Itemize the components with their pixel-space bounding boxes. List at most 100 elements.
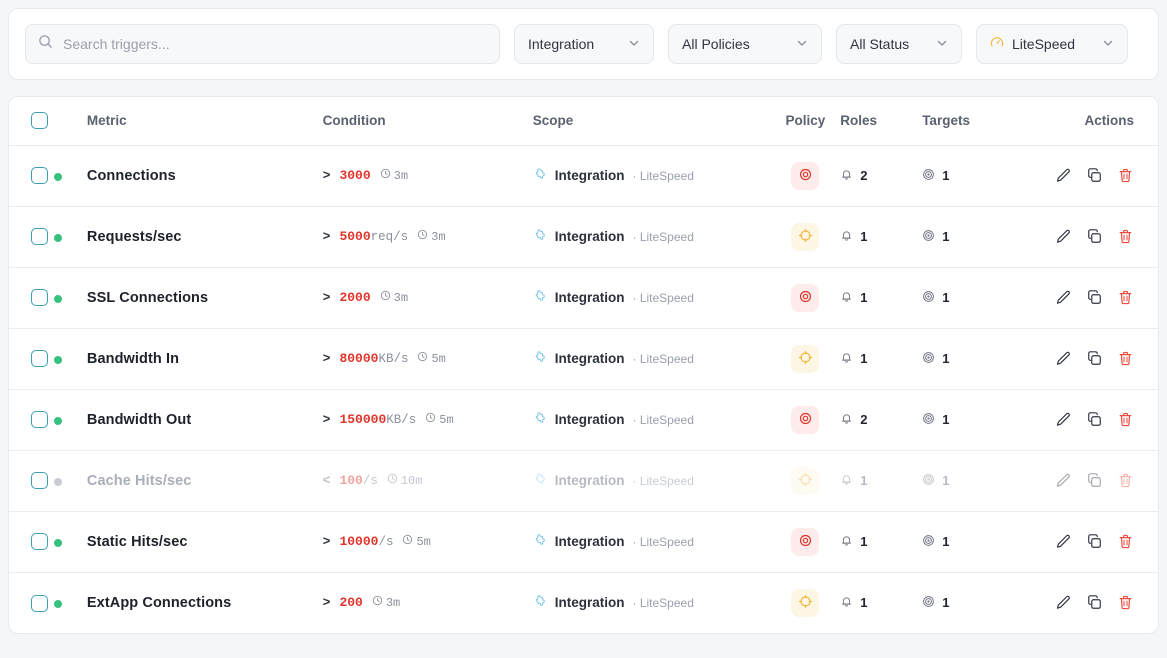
duplicate-icon[interactable]	[1086, 472, 1103, 489]
filter-policies[interactable]: All Policies	[668, 24, 822, 64]
column-header-roles[interactable]: Roles	[840, 97, 923, 146]
policy-severity-badge[interactable]	[791, 405, 820, 434]
delete-trash-icon[interactable]	[1117, 594, 1134, 611]
condition-duration: 3m	[417, 229, 446, 244]
duplicate-icon[interactable]	[1086, 533, 1103, 550]
delete-trash-icon[interactable]	[1117, 289, 1134, 306]
policy-severity-badge[interactable]	[791, 588, 820, 617]
row-checkbox[interactable]	[31, 472, 48, 490]
targets-count: 1	[942, 534, 950, 549]
column-header-scope[interactable]: Scope	[532, 97, 771, 146]
puzzle-piece-icon	[533, 289, 547, 306]
duplicate-icon[interactable]	[1086, 594, 1103, 611]
delete-trash-icon[interactable]	[1117, 167, 1134, 184]
delete-trash-icon[interactable]	[1117, 411, 1134, 428]
puzzle-piece-icon	[533, 533, 547, 550]
edit-pencil-icon[interactable]	[1055, 350, 1072, 367]
row-checkbox[interactable]	[31, 350, 48, 368]
metric-cell: Requests/sec	[86, 206, 323, 268]
row-checkbox[interactable]	[31, 289, 48, 307]
duplicate-icon[interactable]	[1086, 411, 1103, 428]
table-row[interactable]: Connections > 3000 3m Integration · Lite…	[9, 145, 1158, 207]
table-row[interactable]: Static Hits/sec > 10000 /s 5m Integratio…	[9, 511, 1158, 573]
roles-cell: 1	[840, 572, 922, 633]
column-header-condition[interactable]: Condition	[322, 97, 533, 146]
status-dot	[54, 233, 63, 242]
duplicate-icon[interactable]	[1086, 289, 1103, 306]
policy-severity-badge[interactable]	[791, 344, 820, 373]
scope-detail: · LiteSpeed	[632, 351, 694, 366]
edit-pencil-icon[interactable]	[1055, 289, 1072, 306]
row-checkbox[interactable]	[31, 533, 48, 551]
clock-icon	[402, 534, 413, 549]
condition-operator: >	[322, 595, 331, 611]
row-checkbox[interactable]	[31, 167, 48, 185]
filter-status[interactable]: All Status	[836, 24, 962, 64]
delete-trash-icon[interactable]	[1117, 350, 1134, 367]
search-input[interactable]: Search triggers...	[25, 24, 500, 64]
edit-pencil-icon[interactable]	[1055, 167, 1072, 184]
targets-cell: 1	[922, 267, 1035, 329]
duplicate-icon[interactable]	[1086, 228, 1103, 245]
table-row[interactable]: SSL Connections > 2000 3m Integration · …	[9, 267, 1158, 329]
table-row[interactable]: Requests/sec > 5000 req/s 3m Integration…	[9, 206, 1158, 268]
puzzle-piece-icon	[533, 472, 547, 489]
condition-operator: >	[322, 290, 331, 305]
target-icon	[922, 473, 935, 489]
table-row[interactable]: Bandwidth In > 80000 KB/s 5m Integration…	[9, 328, 1158, 390]
table-row[interactable]: Bandwidth Out > 150000 KB/s 5m Integrati…	[9, 389, 1158, 451]
metric-name: Connections	[86, 168, 176, 184]
delete-trash-icon[interactable]	[1117, 533, 1134, 550]
filter-litespeed[interactable]: LiteSpeed	[976, 24, 1128, 64]
duplicate-icon[interactable]	[1086, 350, 1103, 367]
row-checkbox[interactable]	[31, 228, 48, 246]
bell-icon	[840, 412, 853, 428]
roles-cell: 1	[840, 450, 923, 512]
condition-cell: > 80000 KB/s 5m	[322, 328, 533, 390]
column-header-policy[interactable]: Policy	[770, 97, 841, 146]
condition-cell: > 150000 KB/s 5m	[322, 389, 533, 451]
metric-name: Cache Hits/sec	[86, 473, 192, 489]
edit-pencil-icon[interactable]	[1055, 411, 1072, 428]
edit-pencil-icon[interactable]	[1055, 533, 1072, 550]
condition-duration: 10m	[387, 473, 422, 488]
duration-label: 5m	[431, 351, 446, 366]
select-all-checkbox[interactable]	[31, 112, 48, 130]
search-placeholder: Search triggers...	[63, 36, 170, 52]
duration-label: 3m	[393, 290, 409, 305]
status-dot	[54, 355, 63, 364]
row-checkbox[interactable]	[31, 594, 48, 612]
edit-pencil-icon[interactable]	[1055, 472, 1072, 489]
duplicate-icon[interactable]	[1086, 167, 1103, 184]
row-checkbox[interactable]	[31, 411, 48, 429]
condition-unit: /s	[378, 534, 394, 549]
policy-severity-badge[interactable]	[791, 527, 820, 556]
condition-cell: > 10000 /s 5m	[322, 511, 533, 573]
duration-label: 5m	[439, 412, 454, 427]
scope-name: Integration	[554, 168, 625, 183]
edit-pencil-icon[interactable]	[1055, 594, 1072, 611]
column-header-targets[interactable]: Targets	[922, 97, 1035, 146]
delete-trash-icon[interactable]	[1117, 228, 1134, 245]
table-row[interactable]: ExtApp Connections > 200 3m Integration …	[9, 572, 1158, 633]
delete-trash-icon[interactable]	[1117, 472, 1134, 489]
policy-severity-badge[interactable]	[791, 161, 820, 190]
metric-cell: SSL Connections	[86, 267, 323, 329]
actions-cell	[1034, 511, 1158, 573]
scope-name: Integration	[554, 290, 625, 305]
chevron-down-icon	[628, 36, 640, 52]
metric-name: Bandwidth Out	[86, 412, 192, 428]
condition-unit: req/s	[370, 229, 409, 244]
table-row[interactable]: Cache Hits/sec < 100 /s 10m Integration …	[9, 450, 1158, 512]
column-header-metric[interactable]: Metric	[86, 97, 323, 146]
condition-duration: 5m	[402, 534, 431, 549]
edit-pencil-icon[interactable]	[1055, 228, 1072, 245]
filter-integration[interactable]: Integration	[514, 24, 654, 64]
targets-count: 1	[942, 412, 950, 427]
duration-label: 3m	[393, 168, 409, 183]
policy-severity-badge[interactable]	[791, 222, 820, 251]
policy-severity-badge[interactable]	[791, 466, 820, 495]
scope-detail: · LiteSpeed	[632, 473, 694, 488]
metric-name: Bandwidth In	[86, 351, 180, 367]
policy-severity-badge[interactable]	[791, 283, 820, 312]
